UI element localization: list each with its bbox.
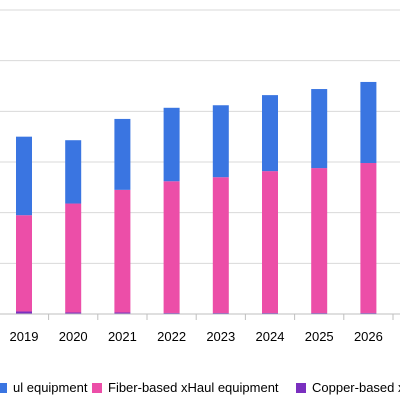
gridlines xyxy=(0,9,400,315)
x-tick-label: 2026 xyxy=(354,329,383,344)
x-tick-label: 2019 xyxy=(10,329,39,344)
x-tick-label: 2025 xyxy=(305,329,334,344)
bar-segment xyxy=(114,189,131,313)
legend-swatch-icon xyxy=(92,382,102,393)
legend-label: Copper-based xHaul xyxy=(312,380,400,395)
bars xyxy=(16,81,377,314)
bar-segment xyxy=(16,136,32,216)
bar-segment xyxy=(114,312,131,314)
x-axis xyxy=(0,313,400,320)
legend-swatch-icon xyxy=(0,382,7,393)
bar-segment xyxy=(212,312,229,314)
bar-segment xyxy=(65,203,82,313)
legend-item-copper: Copper-based xHaul xyxy=(296,380,400,395)
bar-segment xyxy=(360,312,377,314)
bar-segment xyxy=(212,105,229,178)
legend-item-uplink: ul equipment xyxy=(0,380,87,395)
bar-segment xyxy=(262,312,278,314)
stacked-bar-chart: 2019 2020 2021 2022 2023 2024 2025 2026 xyxy=(0,9,400,344)
bar-segment xyxy=(65,312,82,314)
legend: ul equipment Fiber-based xHaul equipment… xyxy=(0,380,400,400)
bar-segment xyxy=(311,312,328,314)
legend-item-fiber: Fiber-based xHaul equipment xyxy=(92,380,279,395)
bar-segment xyxy=(16,215,32,312)
x-tick-labels: 2019 2020 2021 2022 2023 2024 2025 2026 xyxy=(10,329,383,344)
bar-segment xyxy=(16,311,32,314)
x-tick-label: 2023 xyxy=(206,329,235,344)
bar-segment xyxy=(163,107,180,182)
bar-segment xyxy=(360,81,377,164)
bar-segment xyxy=(212,177,229,313)
bar-segment xyxy=(262,171,278,313)
x-tick-label: 2021 xyxy=(108,329,137,344)
legend-label: ul equipment xyxy=(13,380,88,395)
bar-segment xyxy=(114,118,131,190)
legend-label: Fiber-based xHaul equipment xyxy=(108,380,279,395)
bar-segment xyxy=(311,89,328,169)
x-tick-label: 2024 xyxy=(256,329,285,344)
bar-segment xyxy=(163,312,180,314)
x-tick-label: 2022 xyxy=(157,329,186,344)
bar-segment xyxy=(163,181,180,313)
legend-swatch-icon xyxy=(296,382,306,393)
x-tick-label: 2020 xyxy=(59,329,88,344)
bar-segment xyxy=(311,168,328,313)
bar-segment xyxy=(360,163,377,313)
bar-segment xyxy=(262,95,278,172)
bar-segment xyxy=(65,140,82,204)
